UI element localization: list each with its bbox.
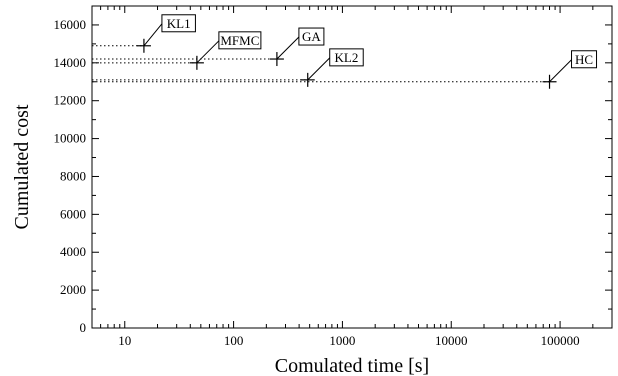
annotation-leader <box>307 57 331 81</box>
y-tick-label: 10000 <box>54 131 87 146</box>
x-tick-label: 100000 <box>541 333 580 348</box>
y-tick-label: 12000 <box>54 93 87 108</box>
annotation-box <box>298 27 325 46</box>
plot-border <box>91 5 613 329</box>
annotation-leader <box>549 59 572 83</box>
annotation-label: KL1 <box>167 16 191 31</box>
x-axis: 10 100 1000 10000 100000 <box>91 6 613 348</box>
annotation-label: HC <box>575 52 593 67</box>
x-axis-title: Comulated time [s] <box>275 355 429 376</box>
annotation-leader <box>143 23 163 47</box>
y-tick-label: 14000 <box>54 55 87 70</box>
y-axis: 0 2000 4000 6000 8000 10000 12000 14000 16000 <box>54 5 612 335</box>
y-tick-label: 16000 <box>54 17 87 32</box>
y-tick-label: 6000 <box>60 206 86 221</box>
annotation-label: MFMC <box>220 33 259 48</box>
annotation-label: GA <box>302 29 321 44</box>
y-axis-title: Cumulated cost <box>11 104 33 229</box>
reference-lines <box>92 45 550 83</box>
y-tick-label: 4000 <box>60 244 86 259</box>
annotation-box <box>329 48 364 67</box>
annotation-box <box>571 50 598 69</box>
plot-frame <box>91 5 613 329</box>
y-tick-label: 8000 <box>60 168 86 183</box>
x-tick-label: 100 <box>224 333 244 348</box>
annotation-leader <box>196 40 220 64</box>
annotation-leader <box>276 36 300 60</box>
y-tick-label: 2000 <box>60 282 86 297</box>
annotation-box <box>161 14 196 33</box>
annotation-label: KL2 <box>335 50 359 65</box>
x-tick-label: 10000 <box>435 333 468 348</box>
x-tick-label: 1000 <box>329 333 355 348</box>
point-annotations: KL1 MFMC GA KL2 HC <box>143 14 598 83</box>
annotation-box <box>218 31 262 50</box>
x-tick-label: 10 <box>118 333 131 348</box>
y-tick-label: 0 <box>80 320 87 335</box>
